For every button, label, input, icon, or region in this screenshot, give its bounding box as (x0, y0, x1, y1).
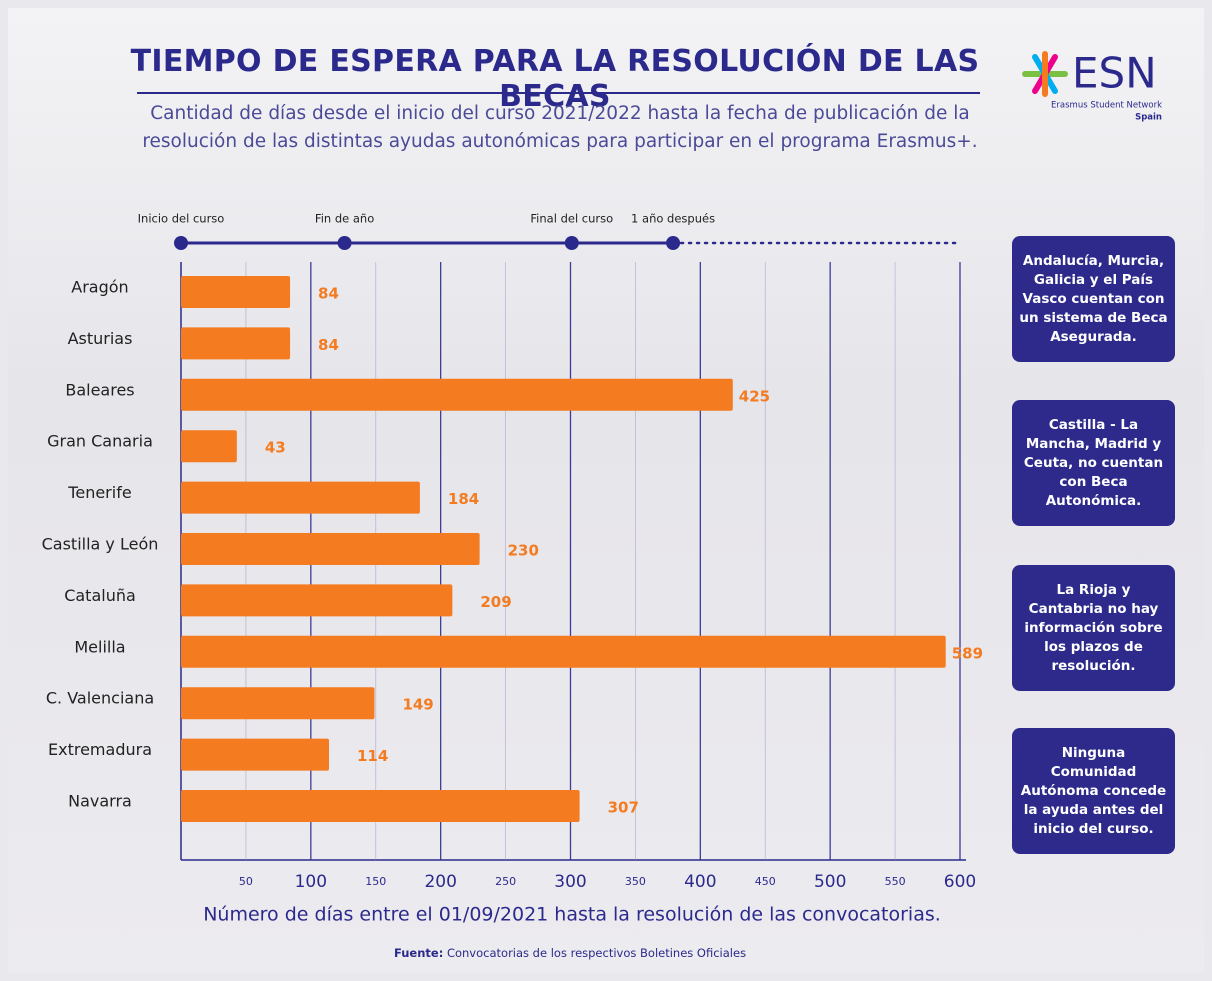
bar (181, 327, 291, 360)
note-box: Castilla - La Mancha, Madrid y Ceuta, no… (1012, 400, 1175, 526)
x-tick-label: 250 (495, 875, 516, 888)
timeline-label: Final del curso (530, 212, 613, 226)
bar (181, 481, 420, 514)
y-tick-label: Navarra (68, 792, 132, 811)
bar (181, 790, 580, 822)
timeline-label: 1 año después (631, 212, 715, 226)
logo-name: ESN (1072, 49, 1157, 98)
x-tick-label: 450 (755, 875, 776, 888)
source-text: Convocatorias de los respectivos Boletin… (447, 946, 746, 960)
note-box: Andalucía, Murcia, Galicia y el País Vas… (1012, 236, 1175, 362)
x-tick-label: 400 (684, 872, 716, 892)
x-tick-label: 550 (885, 875, 906, 888)
timeline-label: Fin de año (315, 212, 374, 226)
note-box: Ninguna Comunidad Autónoma concede la ay… (1012, 728, 1175, 854)
y-tick-label: Asturias (68, 329, 133, 348)
data-label: 589 (952, 644, 983, 662)
bar (181, 533, 480, 565)
x-tick-label: 600 (944, 872, 976, 892)
x-tick-label: 500 (814, 872, 846, 892)
bar (181, 635, 946, 668)
data-label: 307 (608, 799, 639, 817)
bar (181, 430, 237, 463)
y-tick-label: Baleares (65, 380, 134, 399)
logo-country: Spain (1135, 113, 1162, 123)
data-label: 43 (265, 439, 286, 457)
bar (181, 687, 375, 720)
y-tick-label: Tenerife (67, 483, 131, 502)
data-label: 209 (480, 593, 511, 611)
logo-tagline: Erasmus Student Network (1051, 101, 1162, 111)
timeline-point (666, 236, 681, 250)
title-rule (137, 92, 980, 94)
x-axis-label: Número de días entre el 01/09/2021 hasta… (203, 904, 941, 926)
data-label: 84 (318, 336, 339, 354)
data-label: 149 (402, 696, 433, 714)
source: Fuente: Convocatorias de los respectivos… (394, 946, 746, 960)
bar (181, 378, 733, 411)
x-tick-label: 200 (424, 872, 456, 892)
bar (181, 584, 453, 617)
y-tick-label: Melilla (74, 637, 125, 656)
x-tick-label: 350 (625, 875, 646, 888)
y-tick-label: Cataluña (64, 586, 136, 605)
timeline-point (337, 236, 352, 250)
y-tick-label: C. Valenciana (46, 689, 154, 708)
x-tick-label: 300 (554, 872, 586, 892)
y-tick-label: Castilla y León (42, 535, 159, 554)
chart-subtitle: Cantidad de días desde el inicio del cur… (142, 103, 978, 152)
note-box: La Rioja y Cantabria no hay información … (1012, 565, 1175, 691)
logo-icon (1022, 51, 1068, 97)
source-label: Fuente: (394, 946, 443, 960)
x-tick-label: 150 (365, 875, 386, 888)
x-tick-label: 50 (239, 875, 253, 888)
data-label: 114 (357, 747, 388, 765)
data-label: 425 (739, 387, 770, 405)
timeline-label: Inicio del curso (138, 212, 225, 226)
chart-title: TIEMPO DE ESPERA PARA LA RESOLUCIÓN DE L… (130, 44, 980, 114)
y-tick-label: Extremadura (48, 740, 152, 759)
timeline-point (564, 236, 579, 250)
y-tick-label: Aragón (71, 278, 128, 297)
data-label: 84 (318, 285, 339, 303)
data-label: 230 (508, 542, 539, 560)
y-tick-label: Gran Canaria (47, 432, 153, 451)
timeline-point (174, 236, 188, 250)
data-label: 184 (448, 490, 479, 508)
x-tick-label: 100 (295, 872, 327, 892)
bar (181, 276, 291, 308)
bar (181, 738, 330, 771)
